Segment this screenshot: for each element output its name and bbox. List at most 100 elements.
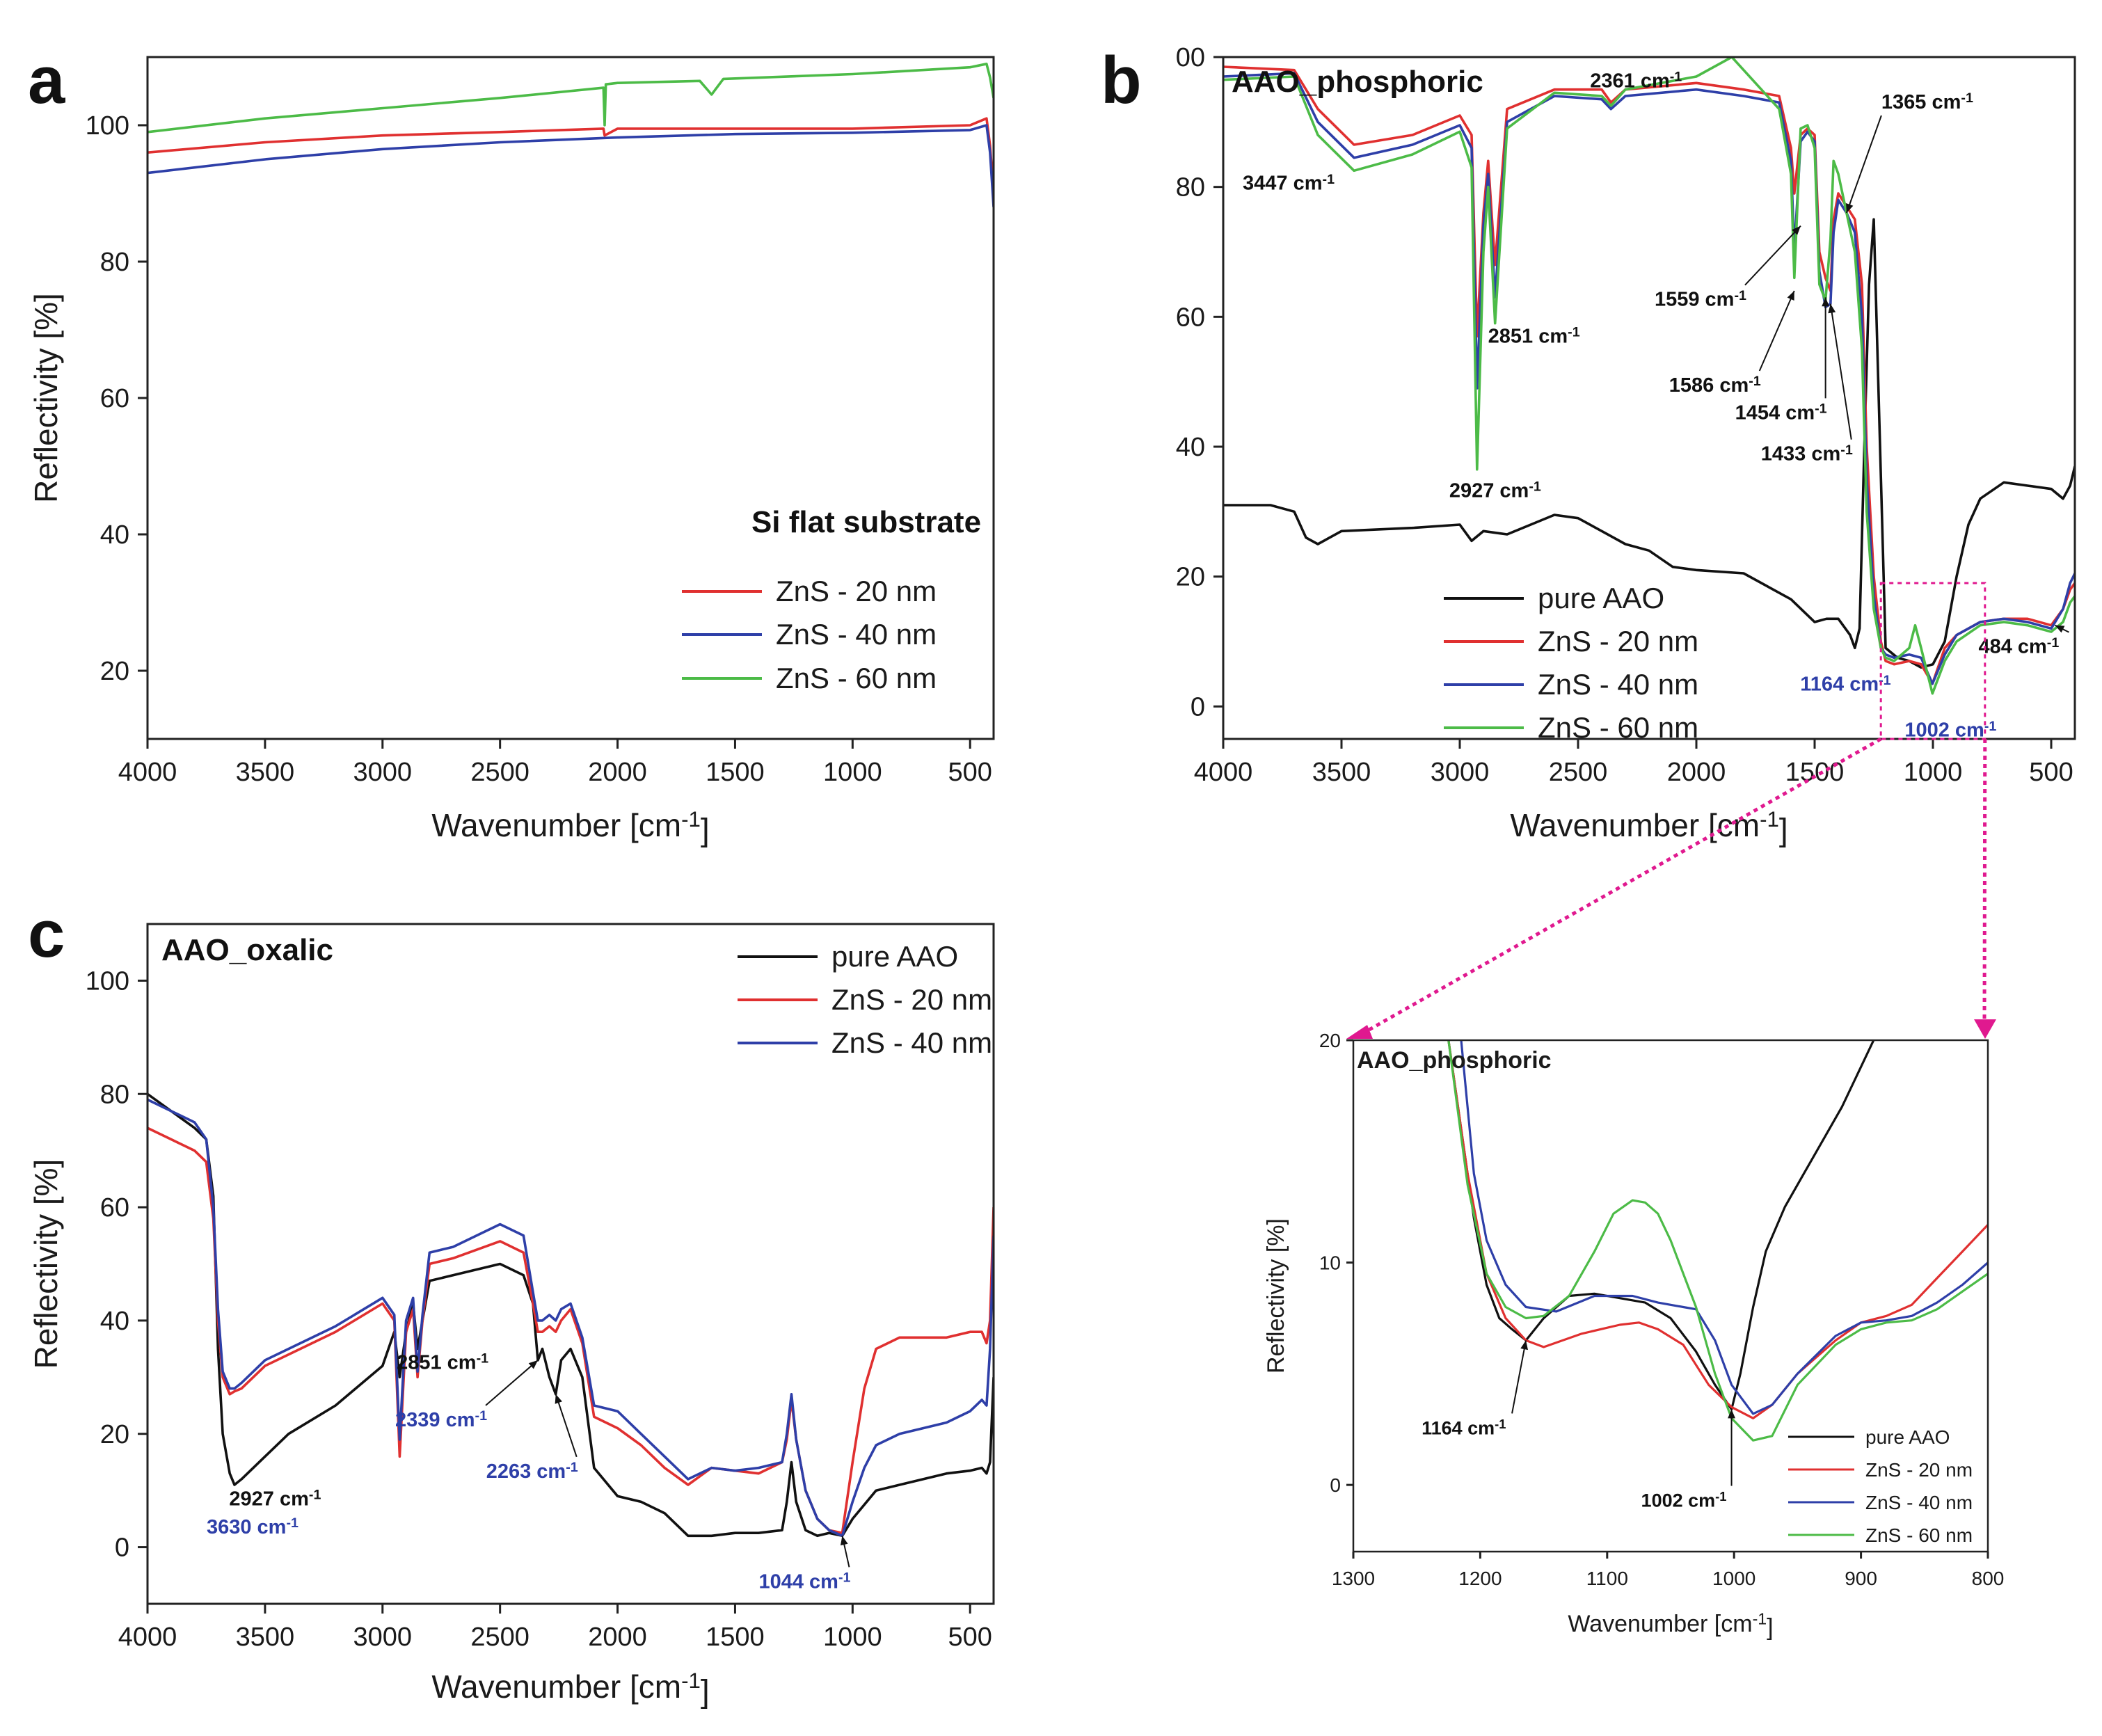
panel-letter-a: a — [28, 43, 65, 118]
series-line-inset-3 — [1447, 1040, 1988, 1442]
annotation-label-c-1: 2927 cm-1 — [229, 1487, 321, 1510]
annotation-label-b-9: 1164 cm-1 — [1800, 673, 1890, 696]
x-tick-label-inset-3: 1000 — [1712, 1568, 1755, 1589]
annotation-leader-b-5 — [1744, 225, 1801, 286]
x-axis-title-a: Wavenumber [cm-1] — [431, 807, 709, 848]
zoom-region-box — [1879, 582, 1986, 740]
x-tick-label-a-4: 2000 — [588, 758, 647, 787]
x-tick-label-a-1: 3500 — [236, 758, 295, 787]
y-tick-label-c-2: 40 — [100, 1307, 129, 1336]
annotation-arrowhead-b-5 — [1792, 225, 1801, 235]
y-tick-label-b-4: 80 — [1176, 173, 1205, 202]
x-tick-label-b-7: 500 — [2029, 758, 2073, 787]
x-tick-label-c-6: 1000 — [823, 1623, 882, 1652]
annotation-label-b-6: 1586 cm-1 — [1669, 374, 1761, 397]
y-tick-label-inset-0: 0 — [1330, 1474, 1341, 1496]
annotation-leader-b-6 — [1758, 290, 1795, 372]
y-tick-label-c-5: 100 — [86, 966, 129, 996]
x-tick-label-a-5: 1500 — [706, 758, 765, 787]
x-tick-label-a-6: 1000 — [823, 758, 882, 787]
chart-b: 4000 3500 3000 2500 2000 1500 1000 500 0 20 40 60 80… — [1101, 43, 2076, 848]
x-tick-label-c-2: 3000 — [353, 1623, 413, 1652]
plot-frame-b — [1222, 56, 2076, 740]
x-tick-label-b-5: 1500 — [1785, 758, 1845, 787]
y-axis-title-a: Reflectivity [%] — [28, 293, 64, 503]
y-axis-title-inset: Reflectivity [%] — [1263, 1218, 1289, 1373]
annotation-label-c-3: 2339 cm-1 — [395, 1408, 487, 1431]
annotation-label-b-0: 3447 cm-1 — [1243, 172, 1335, 195]
annotation-label-inset-1: 1002 cm-1 — [1641, 1489, 1727, 1511]
annotation-arrowhead-c-5 — [840, 1536, 848, 1546]
y-tick-label-inset-2: 20 — [1319, 1030, 1341, 1051]
series-line-b-3 — [1223, 57, 2075, 695]
x-tick-label-c-5: 1500 — [706, 1623, 765, 1652]
chart-inset: 1300 1200 1100 1000 900 800 0 10 20 Wavenumber [c… — [1263, 1030, 2004, 1641]
panel-title-b: AAO_phosphoric — [1232, 65, 1483, 99]
annotation-arrowhead-b-7 — [1822, 297, 1830, 307]
y-axis-title-c: Reflectivity [%] — [28, 1159, 64, 1369]
annotation-label-c-0: 3630 cm-1 — [207, 1515, 298, 1538]
x-tick-label-a-7: 500 — [948, 758, 992, 787]
x-tick-label-c-4: 2000 — [588, 1623, 647, 1652]
annotation-arrowhead-c-4 — [555, 1394, 562, 1404]
y-tick-label-a-0: 20 — [100, 657, 129, 686]
chart-a: 4000 3500 3000 2500 2000 1500 1000 500 20 40 60 80 1… — [28, 43, 995, 848]
y-tick-label-c-1: 20 — [100, 1420, 129, 1449]
series-line-inset-2 — [1460, 1040, 1988, 1415]
panel-title-c: AAO_oxalic — [161, 933, 333, 967]
series-line-b-0 — [1223, 218, 2075, 669]
series-line-a-2 — [148, 63, 994, 134]
annotation-arrowhead-inset-1 — [1728, 1409, 1736, 1419]
legend-title-a: Si flat substrate — [751, 505, 981, 539]
x-tick-label-b-4: 2000 — [1667, 758, 1726, 787]
legend-label-inset-3: ZnS - 60 nm — [1865, 1524, 1973, 1546]
zoom-arrowhead-right — [1974, 1019, 1996, 1039]
annotation-arrowhead-b-8 — [1828, 303, 1836, 314]
annotation-leader-b-8 — [1829, 303, 1852, 440]
legend-label-b-2: ZnS - 40 nm — [1538, 668, 1698, 701]
series-line-a-0 — [148, 117, 994, 194]
x-tick-label-c-7: 500 — [948, 1623, 992, 1652]
x-tick-label-b-0: 4000 — [1194, 758, 1253, 787]
legend-label-inset-1: ZnS - 20 nm — [1865, 1459, 1973, 1481]
legend-label-a-2: ZnS - 60 nm — [776, 662, 937, 694]
annotation-label-b-8: 1433 cm-1 — [1761, 443, 1853, 465]
x-tick-label-b-2: 3000 — [1431, 758, 1490, 787]
annotation-leader-c-4 — [555, 1394, 578, 1458]
legend-label-b-0: pure AAO — [1538, 582, 1664, 614]
x-tick-label-b-6: 1000 — [1904, 758, 1963, 787]
annotation-arrowhead-inset-0 — [1520, 1340, 1529, 1351]
legend-inset: pure AAO ZnS - 20 nm ZnS - 40 nm ZnS - 60 n… — [1788, 1426, 1973, 1546]
series-line-c-2 — [148, 1098, 994, 1538]
series-line-inset-1 — [1447, 1040, 1988, 1419]
x-tick-label-c-0: 4000 — [118, 1623, 177, 1652]
annotation-leader-c-3 — [485, 1360, 539, 1406]
panel-title-inset: AAO_phosphoric — [1357, 1047, 1552, 1074]
chart-c: 4000 3500 3000 2500 2000 1500 1000 500 0 20 40 60 80… — [28, 897, 995, 1710]
y-tick-label-b-2: 40 — [1176, 433, 1205, 462]
plot-frame-inset — [1352, 1039, 1989, 1553]
x-tick-label-a-2: 3000 — [353, 758, 413, 787]
x-tick-label-inset-1: 1200 — [1458, 1568, 1502, 1589]
y-tick-label-a-1: 40 — [100, 520, 129, 550]
x-tick-label-a-3: 2500 — [470, 758, 530, 787]
y-tick-label-inset-1: 10 — [1319, 1252, 1341, 1274]
series-line-c-0 — [148, 1092, 994, 1538]
series-line-a-1 — [148, 124, 994, 207]
x-axis-title-inset: Wavenumber [cm-1] — [1568, 1610, 1773, 1641]
y-tick-label-c-4: 80 — [100, 1080, 129, 1109]
y-tick-label-c-3: 60 — [100, 1193, 129, 1223]
zoom-callout — [1346, 582, 1996, 1039]
legend-label-b-3: ZnS - 60 nm — [1538, 711, 1698, 744]
annotation-leader-b-4 — [1845, 115, 1882, 214]
x-axis-title-b: Wavenumber [cm-1] — [1510, 807, 1788, 848]
zoom-connector-right — [1982, 738, 1987, 1027]
legend-label-inset-0: pure AAO — [1865, 1426, 1950, 1448]
x-tick-label-inset-0: 1300 — [1332, 1568, 1375, 1589]
y-tick-label-a-3: 80 — [100, 248, 129, 277]
plot-frame-c — [146, 923, 995, 1605]
annotation-label-b-1: 2361 cm-1 — [1590, 69, 1682, 92]
y-tick-label-b-5: 00 — [1176, 43, 1205, 72]
y-tick-label-a-2: 60 — [100, 384, 129, 413]
legend-label-b-1: ZnS - 20 nm — [1538, 625, 1698, 658]
